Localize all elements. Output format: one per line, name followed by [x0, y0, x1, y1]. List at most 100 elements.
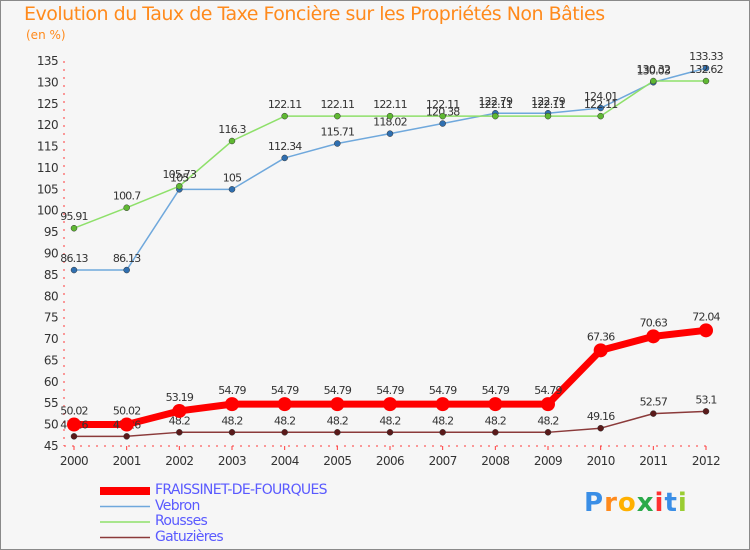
x-tick-label: 2012 — [692, 454, 720, 468]
data-point — [281, 154, 288, 162]
legend-item: Vebron — [155, 497, 200, 514]
data-point — [334, 140, 341, 147]
y-tick-label: 90 — [44, 247, 58, 261]
data-point — [541, 397, 555, 412]
data-point — [439, 112, 446, 120]
y-tick-label: 125 — [37, 97, 58, 111]
x-tick-label: 2002 — [165, 454, 193, 468]
data-label: 67.36 — [587, 330, 615, 343]
data-point — [70, 433, 78, 440]
data-point — [597, 104, 604, 112]
data-label: 112.34 — [268, 140, 302, 153]
logo-letter: x — [636, 488, 655, 518]
data-label: 122.11 — [373, 98, 407, 111]
data-point — [593, 343, 608, 358]
data-label: 48.2 — [221, 414, 242, 427]
data-label: 48.2 — [432, 414, 453, 427]
y-tick-label: 50 — [44, 418, 58, 432]
data-point — [67, 417, 81, 432]
data-label: 124.01 — [584, 90, 618, 103]
logo-letter: P — [584, 488, 605, 518]
data-point — [597, 424, 604, 432]
data-label: 54.79 — [271, 384, 299, 397]
y-tick-label: 100 — [37, 204, 58, 218]
data-label: 48.2 — [327, 414, 348, 427]
data-point — [176, 429, 183, 436]
data-label: 50.02 — [60, 405, 88, 418]
y-tick-label: 60 — [44, 375, 58, 389]
data-label: 49.16 — [587, 410, 615, 423]
unit-label: (en %) — [26, 28, 66, 42]
y-tick-label: 55 — [44, 396, 58, 410]
data-point — [544, 429, 552, 436]
data-label: 86.13 — [60, 252, 88, 265]
x-tick-label: 2008 — [481, 454, 509, 468]
data-label: 54.79 — [429, 384, 457, 397]
y-tick-label: 80 — [44, 289, 58, 303]
y-tick-label: 105 — [37, 182, 58, 196]
data-point — [172, 403, 187, 418]
data-point — [386, 429, 394, 436]
data-label: 115.71 — [320, 126, 354, 139]
data-label: 105.73 — [162, 168, 196, 181]
chart-title: Evolution du Taux de Taxe Foncière sur l… — [24, 3, 605, 25]
data-label: 122.11 — [531, 98, 565, 111]
x-tick-label: 2001 — [113, 454, 141, 468]
data-label: 116.3 — [218, 123, 246, 136]
y-tick-label: 75 — [44, 311, 58, 325]
y-tick-label: 110 — [37, 161, 58, 175]
legend-item: Gatuzières — [155, 528, 224, 545]
data-point — [70, 266, 78, 274]
y-tick-label: 85 — [44, 268, 58, 282]
x-tick-label: 2000 — [60, 454, 88, 468]
logo-letter: r — [604, 488, 618, 518]
data-label: 122.11 — [426, 98, 460, 111]
data-point — [650, 410, 657, 417]
data-label: 122.11 — [584, 98, 618, 111]
data-label: 48.2 — [537, 414, 558, 427]
logo-letter: o — [617, 488, 637, 518]
data-label: 105 — [223, 171, 242, 184]
y-tick-label: 65 — [44, 353, 58, 367]
data-point — [383, 397, 397, 412]
data-label: 48.2 — [274, 414, 295, 427]
data-point — [225, 397, 239, 412]
x-tick-label: 2009 — [534, 454, 562, 468]
x-tick-label: 2005 — [323, 454, 351, 468]
logo-letter: t — [664, 488, 678, 518]
data-point — [492, 112, 499, 120]
data-label: 122.79 — [478, 95, 512, 108]
data-label: 122.11 — [478, 98, 512, 111]
data-point — [176, 182, 183, 190]
data-point — [597, 112, 604, 120]
data-label: 130.32 — [636, 63, 670, 76]
data-label: 48.2 — [485, 414, 506, 427]
data-point — [228, 186, 236, 193]
data-label: 122.11 — [268, 98, 302, 111]
data-point — [702, 408, 710, 415]
data-label: 100.7 — [113, 190, 141, 203]
x-tick-label: 2004 — [271, 454, 299, 468]
data-point — [439, 429, 446, 436]
data-point — [330, 397, 345, 412]
data-point — [334, 112, 341, 120]
data-point — [281, 112, 288, 120]
legend-item: Rousses — [155, 513, 208, 529]
y-tick-label: 70 — [44, 332, 58, 346]
data-point — [70, 224, 78, 232]
data-point — [228, 137, 236, 145]
data-point — [277, 397, 292, 412]
data-point — [544, 112, 552, 120]
y-tick-label: 130 — [37, 75, 58, 89]
data-point — [334, 429, 341, 436]
data-label: 52.57 — [640, 396, 668, 409]
data-point — [119, 417, 134, 432]
data-point — [702, 64, 710, 72]
data-point — [386, 112, 394, 120]
data-label: 72.04 — [692, 310, 720, 323]
data-label: 53.1 — [695, 393, 716, 406]
data-label: 118.02 — [373, 116, 407, 129]
data-point — [650, 77, 657, 85]
data-label: 54.79 — [482, 384, 510, 397]
data-point — [123, 204, 130, 211]
